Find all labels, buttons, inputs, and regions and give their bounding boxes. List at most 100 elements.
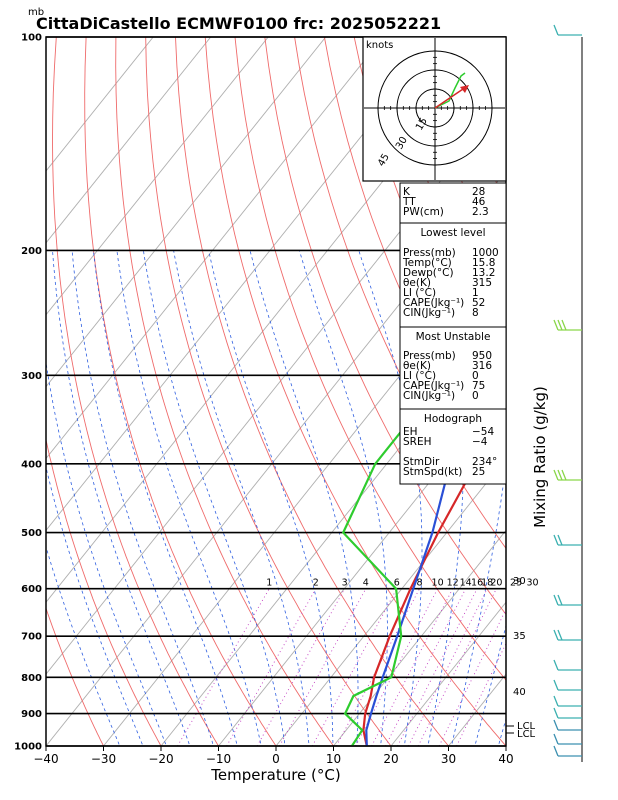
index-label: CAPE(Jkg⁻¹) [403, 297, 464, 309]
moist-adiabat [71, 250, 214, 746]
index-label: K [403, 186, 411, 198]
parcel-line [362, 409, 506, 746]
index-label: CAPE(Jkg⁻¹) [403, 380, 464, 392]
isotherm [46, 37, 212, 244]
hodograph-unit-label: knots [366, 40, 393, 51]
pressure-tick-label: 600 [21, 584, 42, 595]
wind-barb-flag [557, 319, 563, 331]
temperature-axis: −40 −30 −20 −10 0 10 20 30 40 [33, 746, 514, 766]
lcl-label: LCL [517, 721, 536, 732]
moist-adiabat [46, 545, 121, 746]
isotherm [46, 37, 269, 316]
wind-barb-flag [553, 707, 559, 719]
index-label: PW(cm) [403, 206, 444, 218]
isotherm-edge-label: 35 [513, 631, 526, 642]
mixing-ratio-label: 25 [510, 578, 522, 589]
wind-barb-flag [553, 24, 559, 36]
index-label: θe(K) [403, 360, 431, 372]
index-label: θe(K) [403, 277, 431, 289]
mixing-ratio-label: 2 [313, 578, 319, 589]
mixing-ratio-label: 10 [432, 578, 444, 589]
moist-adiabat [208, 250, 334, 746]
moist-adiabat [451, 250, 506, 746]
pressure-unit-label: mb [28, 7, 44, 18]
mixing-ratio-label: 20 [490, 578, 502, 589]
moist-adiabat [173, 250, 310, 746]
isotherm-edge-label: 40 [513, 687, 526, 698]
parcel-upper-line [575, 37, 584, 52]
index-value: 234° [472, 456, 497, 468]
indices-section-title: Lowest level [420, 227, 485, 239]
mixing-ratio-line [311, 588, 398, 746]
temperature-tick-label: −10 [206, 752, 231, 766]
mixing-ratio-axis-label: Mixing Ratio (g/kg) [531, 386, 549, 528]
lcl-label: LCL [517, 729, 536, 740]
index-value: −4 [472, 436, 488, 448]
index-label: CIN(Jkg⁻¹) [403, 307, 455, 319]
dry-adiabat [234, 37, 506, 681]
index-value: 52 [472, 297, 485, 309]
index-label: TT [402, 196, 416, 208]
dry-adiabat [46, 437, 162, 746]
mixing-ratio-line [407, 588, 488, 746]
isotherm [46, 37, 154, 172]
temperature-tick-label: 20 [383, 752, 398, 766]
index-value: 1000 [472, 247, 499, 259]
temperature-tick-label: 10 [326, 752, 341, 766]
index-value: 0 [472, 390, 479, 402]
isotherm [551, 21, 618, 761]
index-value: 46 [472, 196, 486, 208]
moist-adiabat [93, 250, 238, 746]
hodograph: knots 15 30 45 [362, 36, 507, 182]
index-label: Press(mb) [403, 350, 456, 362]
indices-section-title: Most Unstable [416, 331, 491, 343]
wind-barb-flag [553, 629, 559, 641]
mixing-ratio-label: 16 [471, 578, 483, 589]
index-value: 15.8 [472, 257, 495, 269]
temperature-tick-label: −20 [148, 752, 173, 766]
index-value: 315 [472, 277, 492, 289]
pressure-tick-label: 400 [21, 459, 42, 470]
index-value: 316 [472, 360, 492, 372]
lcl-marker: LCL LCL [506, 721, 536, 740]
mixing-ratio-line [397, 588, 478, 746]
isotherm [275, 457, 506, 746]
pressure-tick-label: 700 [21, 632, 42, 643]
temperature-tick-label: −40 [33, 752, 58, 766]
index-value: −54 [472, 426, 494, 438]
wind-barb-flag [557, 594, 563, 606]
index-label: StmDir [403, 456, 440, 468]
pressure-tick-label: 800 [21, 673, 42, 684]
dry-adiabat [175, 37, 450, 746]
wind-barb-flag [553, 719, 559, 731]
background-lines [46, 21, 618, 761]
mixing-ratio-label: 18 [481, 578, 493, 589]
dry-adiabat [204, 37, 506, 746]
pressure-tick-label: 100 [21, 33, 42, 44]
index-label: StmSpd(kt) [403, 466, 462, 478]
moist-adiabat [46, 465, 144, 746]
mixing-ratio-label: 30 [526, 578, 538, 589]
dry-adiabat [46, 606, 104, 746]
wind-profile [553, 24, 583, 762]
mixing-ratio-line [371, 588, 454, 746]
wind-barb-flag [553, 594, 559, 606]
mixing-ratio-label: 3 [342, 578, 348, 589]
index-label: SREH [403, 436, 432, 448]
index-label: CIN(Jkg⁻¹) [403, 390, 455, 402]
isotherm [46, 37, 327, 388]
wind-barb-flag [553, 534, 559, 546]
index-value: 75 [472, 380, 485, 392]
wind-barb-flag [553, 469, 559, 481]
indices-box [399, 326, 507, 410]
index-label: LI (°C) [403, 370, 436, 382]
chart-title: CittaDiCastello ECMWF0100 frc: 202505222… [36, 14, 441, 33]
index-label: EH [403, 426, 418, 438]
isotherm [46, 37, 442, 532]
index-label: Dewp(°C) [403, 267, 454, 279]
dry-adiabat [294, 37, 506, 550]
wind-barb-flag [557, 534, 563, 546]
index-label: Press(mb) [403, 247, 456, 259]
pressure-tick-label: 300 [21, 371, 42, 382]
